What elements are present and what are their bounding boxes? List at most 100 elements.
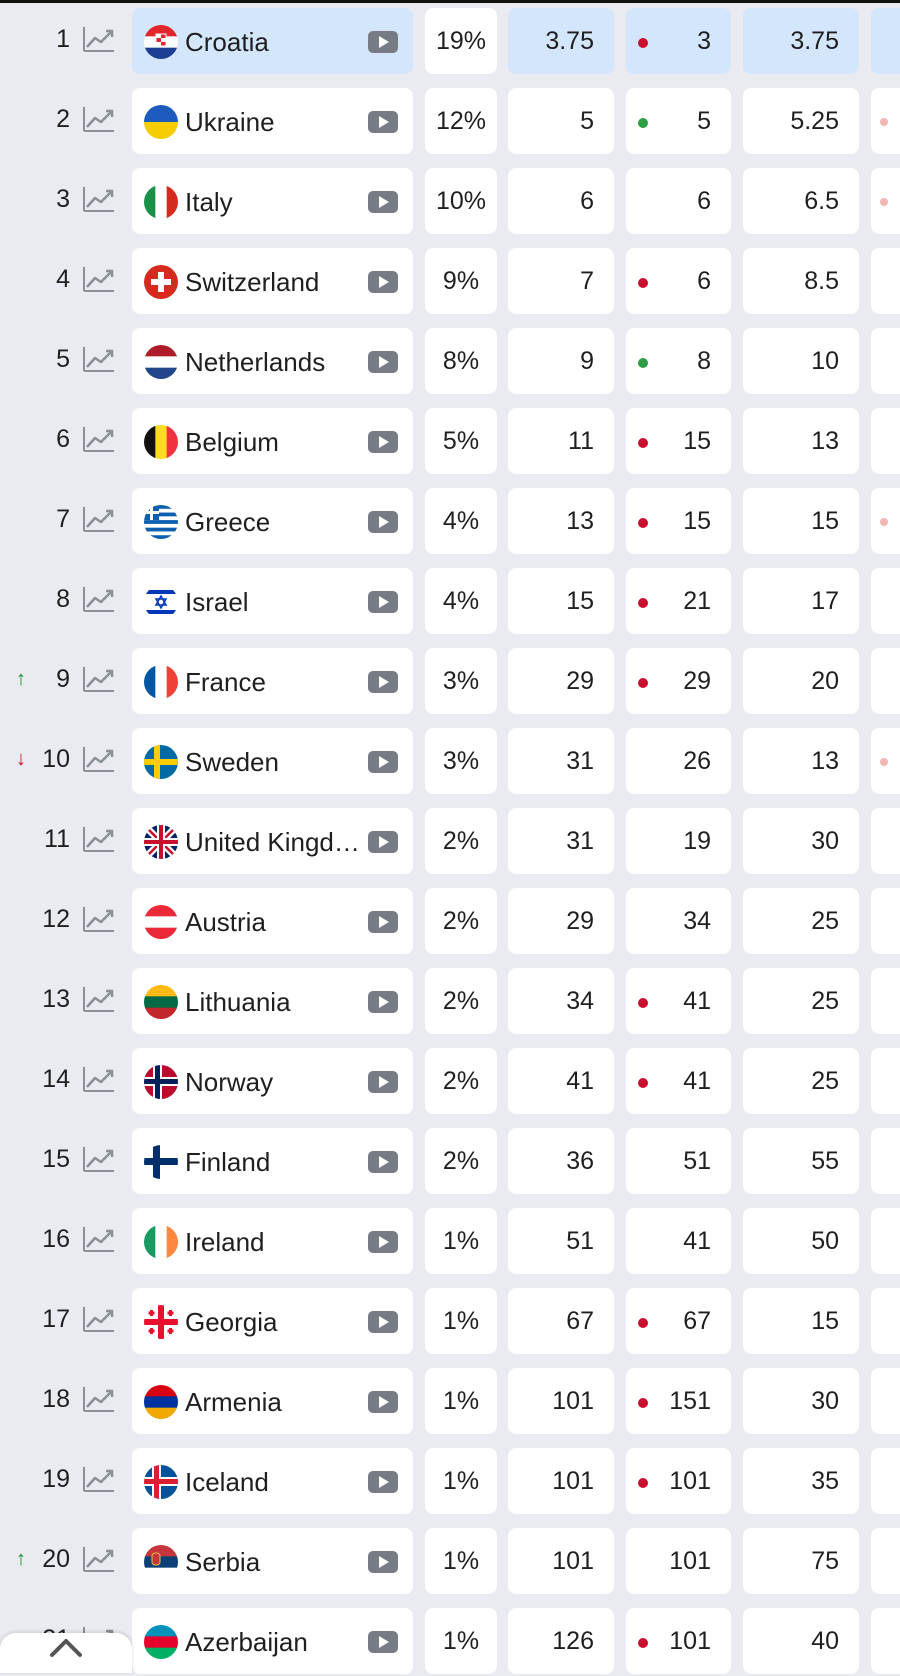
play-video-icon[interactable] [368,1630,398,1654]
odds-cell-4[interactable] [871,888,900,954]
odds-cell-2[interactable]: 26 [626,728,731,794]
country-cell[interactable]: Netherlands [132,328,413,394]
odds-cell-2[interactable]: 6 [626,168,731,234]
trend-chart-icon[interactable] [82,905,116,933]
table-row[interactable]: ↑ 9 France 3% 29 29 20 [0,645,900,714]
play-video-icon[interactable] [368,350,398,374]
odds-cell-1[interactable]: 31 [508,808,614,874]
odds-cell-2[interactable]: 101 [626,1528,731,1594]
odds-cell-1[interactable]: 31 [508,728,614,794]
play-video-icon[interactable] [368,1230,398,1254]
odds-cell-2[interactable]: 51 [626,1128,731,1194]
trend-chart-icon[interactable] [82,985,116,1013]
trend-chart-icon[interactable] [82,345,116,373]
odds-cell-4[interactable] [871,1608,900,1674]
trend-chart-icon[interactable] [82,1065,116,1093]
table-row[interactable]: 19 Iceland 1% 101 101 35 [0,1445,900,1514]
play-video-icon[interactable] [368,190,398,214]
odds-cell-2[interactable]: 3 [626,8,731,74]
odds-cell-3[interactable]: 13 [743,728,859,794]
odds-cell-3[interactable]: 6.5 [743,168,859,234]
odds-cell-4[interactable] [871,248,900,314]
odds-cell-4[interactable] [871,1368,900,1434]
odds-cell-2[interactable]: 5 [626,88,731,154]
trend-chart-icon[interactable] [82,1465,116,1493]
country-cell[interactable]: Sweden [132,728,413,794]
table-row[interactable]: 7 Greece 4% 13 15 15 [0,485,900,554]
country-cell[interactable]: Israel [132,568,413,634]
odds-cell-1[interactable]: 36 [508,1128,614,1194]
odds-cell-4[interactable] [871,1048,900,1114]
odds-cell-3[interactable]: 25 [743,888,859,954]
play-video-icon[interactable] [368,110,398,134]
odds-cell-1[interactable]: 67 [508,1288,614,1354]
table-row[interactable]: ↓ 10 Sweden 3% 31 26 13 [0,725,900,794]
trend-chart-icon[interactable] [82,425,116,453]
play-video-icon[interactable] [368,510,398,534]
trend-chart-icon[interactable] [82,185,116,213]
odds-cell-2[interactable]: 29 [626,648,731,714]
scroll-to-top-button[interactable] [0,1633,132,1673]
table-row[interactable]: 21 Azerbaijan 1% 126 101 40 [0,1605,900,1674]
trend-chart-icon[interactable] [82,1305,116,1333]
odds-cell-2[interactable]: 19 [626,808,731,874]
trend-chart-icon[interactable] [82,265,116,293]
odds-cell-4[interactable] [871,408,900,474]
table-row[interactable]: 17 Georgia 1% 67 67 15 [0,1285,900,1354]
trend-chart-icon[interactable] [82,1225,116,1253]
odds-cell-2[interactable]: 15 [626,408,731,474]
table-row[interactable]: 3 Italy 10% 6 6 6.5 [0,165,900,234]
odds-cell-2[interactable]: 41 [626,968,731,1034]
odds-cell-1[interactable]: 11 [508,408,614,474]
odds-cell-1[interactable]: 29 [508,648,614,714]
odds-cell-1[interactable]: 15 [508,568,614,634]
odds-cell-3[interactable]: 25 [743,1048,859,1114]
play-video-icon[interactable] [368,590,398,614]
odds-cell-1[interactable]: 41 [508,1048,614,1114]
table-row[interactable]: 16 Ireland 1% 51 41 50 [0,1205,900,1274]
table-row[interactable]: 14 Norway 2% 41 41 25 [0,1045,900,1114]
odds-cell-3[interactable]: 8.5 [743,248,859,314]
play-video-icon[interactable] [368,910,398,934]
odds-cell-3[interactable]: 50 [743,1208,859,1274]
trend-chart-icon[interactable] [82,665,116,693]
play-video-icon[interactable] [368,1150,398,1174]
table-row[interactable]: 2 Ukraine 12% 5 5 5.25 [0,85,900,154]
odds-cell-2[interactable]: 6 [626,248,731,314]
odds-cell-3[interactable]: 55 [743,1128,859,1194]
odds-cell-1[interactable]: 29 [508,888,614,954]
odds-cell-4[interactable] [871,88,900,154]
odds-cell-3[interactable]: 30 [743,1368,859,1434]
odds-cell-3[interactable]: 13 [743,408,859,474]
country-cell[interactable]: Azerbaijan [132,1608,413,1674]
odds-cell-3[interactable]: 40 [743,1608,859,1674]
play-video-icon[interactable] [368,430,398,454]
odds-cell-1[interactable]: 34 [508,968,614,1034]
trend-chart-icon[interactable] [82,505,116,533]
odds-cell-2[interactable]: 151 [626,1368,731,1434]
country-cell[interactable]: Austria [132,888,413,954]
odds-cell-4[interactable] [871,488,900,554]
odds-cell-1[interactable]: 3.75 [508,8,614,74]
odds-cell-2[interactable]: 41 [626,1208,731,1274]
odds-cell-3[interactable]: 17 [743,568,859,634]
country-cell[interactable]: Croatia [132,8,413,74]
odds-cell-4[interactable] [871,1208,900,1274]
table-row[interactable]: 18 Armenia 1% 101 151 30 [0,1365,900,1434]
odds-cell-3[interactable]: 75 [743,1528,859,1594]
odds-cell-3[interactable]: 5.25 [743,88,859,154]
odds-cell-4[interactable] [871,648,900,714]
country-cell[interactable]: Finland [132,1128,413,1194]
odds-cell-3[interactable]: 15 [743,488,859,554]
trend-chart-icon[interactable] [82,825,116,853]
table-row[interactable]: 12 Austria 2% 29 34 25 [0,885,900,954]
odds-cell-3[interactable]: 25 [743,968,859,1034]
odds-cell-2[interactable]: 8 [626,328,731,394]
odds-cell-4[interactable] [871,728,900,794]
table-row[interactable]: 1 Croatia 19% 3.75 3 3.75 [0,5,900,74]
country-cell[interactable]: Greece [132,488,413,554]
country-cell[interactable]: Georgia [132,1288,413,1354]
play-video-icon[interactable] [368,1070,398,1094]
odds-cell-2[interactable]: 21 [626,568,731,634]
odds-cell-4[interactable] [871,568,900,634]
